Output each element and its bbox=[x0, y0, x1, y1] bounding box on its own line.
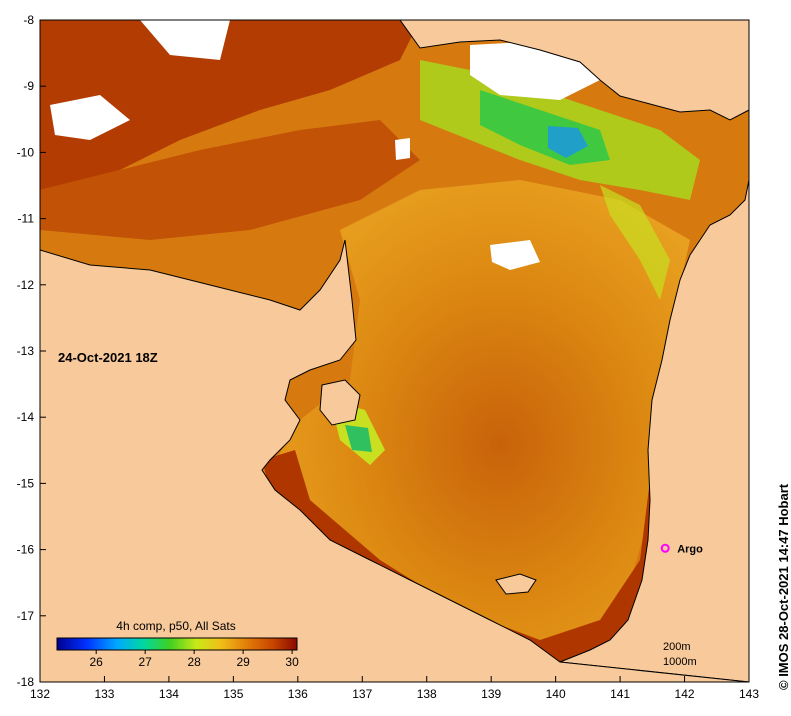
colorbar-gradient bbox=[56, 637, 298, 651]
colorbar-ticks: 26 27 28 29 30 bbox=[90, 650, 299, 669]
cold-patch-west bbox=[345, 425, 372, 452]
land-papua-new-guinea bbox=[399, 20, 749, 121]
colorbar: 4h comp, p50, All Sats 26 27 28 29 30 bbox=[56, 619, 299, 669]
y-tick-label: -17 bbox=[17, 609, 35, 623]
no-data-cloud-nw bbox=[50, 95, 130, 140]
y-tick-label: -10 bbox=[17, 145, 35, 159]
argo-label: Argo bbox=[677, 543, 703, 555]
x-tick-label: 139 bbox=[481, 687, 501, 701]
colorbar-tick-label: 27 bbox=[138, 655, 152, 669]
land-northern-territory bbox=[40, 239, 749, 682]
colorbar-title: 4h comp, p50, All Sats bbox=[116, 619, 235, 633]
x-tick-label: 132 bbox=[30, 687, 50, 701]
land-cape-york bbox=[559, 179, 749, 682]
x-tick-label: 137 bbox=[352, 687, 372, 701]
x-tick-label: 138 bbox=[417, 687, 437, 701]
y-tick-label: -18 bbox=[17, 675, 35, 689]
y-tick-label: -12 bbox=[17, 278, 35, 292]
contour-1000-label: 1000m bbox=[663, 656, 697, 668]
y-tick-label: -15 bbox=[17, 476, 35, 490]
gulf-interior bbox=[270, 180, 690, 660]
colorbar-tick-label: 28 bbox=[187, 655, 201, 669]
land-groote-eylandt bbox=[319, 379, 361, 426]
argo-marker: Argo bbox=[660, 543, 703, 555]
y-axis: -8 -9 -10 -11 -12 -13 -14 -15 -16 -17 -18 bbox=[17, 13, 46, 689]
credit-label: © IMOS 28-Oct-2021 14:47 Hobart bbox=[776, 483, 791, 690]
colorbar-tick-label: 26 bbox=[90, 655, 104, 669]
y-tick-label: -11 bbox=[18, 212, 35, 226]
cool-band-east bbox=[600, 185, 670, 300]
y-tick-label: -13 bbox=[17, 344, 35, 358]
contour-200-label: 200m bbox=[663, 641, 691, 653]
land bbox=[40, 20, 749, 682]
argo-icon bbox=[660, 543, 670, 553]
y-tick-label: -16 bbox=[17, 543, 35, 557]
x-tick-label: 133 bbox=[94, 687, 114, 701]
x-tick-label: 136 bbox=[288, 687, 308, 701]
x-tick-label: 142 bbox=[675, 687, 695, 701]
x-tick-label: 140 bbox=[546, 687, 566, 701]
contour-legend: 200m 1000m bbox=[663, 641, 697, 668]
x-tick-label: 134 bbox=[159, 687, 179, 701]
x-axis: 132 133 134 135 136 137 138 139 140 141 142 143 bbox=[30, 676, 759, 701]
colorbar-tick-label: 29 bbox=[236, 655, 250, 669]
y-tick-label: -14 bbox=[17, 410, 35, 424]
no-data-cloud-north1 bbox=[140, 20, 230, 60]
no-data-cloud-small bbox=[395, 138, 410, 160]
warm-region-north bbox=[40, 120, 420, 240]
land-mornington-island bbox=[495, 573, 537, 595]
no-data-cloud-center bbox=[490, 240, 540, 270]
date-label: 24-Oct-2021 18Z bbox=[58, 350, 158, 365]
coldest-spot bbox=[548, 126, 588, 158]
warm-region-northwest bbox=[40, 20, 420, 190]
y-tick-label: -8 bbox=[23, 13, 34, 27]
y-tick-label: -9 bbox=[23, 79, 34, 93]
colorbar-tick-label: 30 bbox=[285, 655, 299, 669]
x-tick-label: 135 bbox=[223, 687, 243, 701]
x-tick-label: 141 bbox=[610, 687, 630, 701]
x-tick-label: 143 bbox=[739, 687, 759, 701]
